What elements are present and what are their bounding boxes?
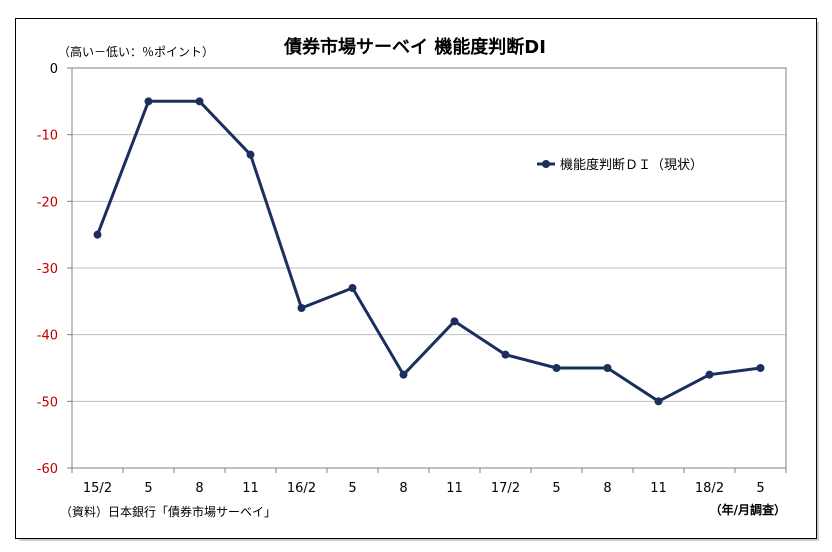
series-group xyxy=(93,97,765,406)
data-point xyxy=(756,364,765,372)
x-tick-label: 11 xyxy=(650,481,667,496)
data-point xyxy=(705,370,714,379)
data-point xyxy=(93,230,102,239)
y-tick-label: -50 xyxy=(37,395,58,410)
data-point xyxy=(195,97,204,106)
x-axis-ticks: 15/2 5 8 11 16/2 5 8 11 17/2 5 8 11 18/2 5 xyxy=(71,468,787,496)
data-point xyxy=(603,364,612,372)
legend-marker-swatch xyxy=(542,160,550,168)
y-tick-label: -60 xyxy=(37,462,58,477)
legend: 機能度判断ＤＩ（現状） xyxy=(537,157,703,173)
x-tick-label: 8 xyxy=(603,481,611,496)
x-tick-label: 15/2 xyxy=(83,481,112,496)
data-point xyxy=(246,150,255,159)
x-tick-label: 18/2 xyxy=(695,481,724,496)
data-point xyxy=(552,364,561,372)
data-point xyxy=(654,397,663,406)
x-tick-label: 11 xyxy=(446,481,463,496)
y-axis-label: （高い－低い：％ポイント） xyxy=(58,44,214,59)
y-tick-label: 0 xyxy=(50,62,58,77)
x-tick-label: 5 xyxy=(348,481,356,496)
source-note: （資料）日本銀行「債券市場サーベイ」 xyxy=(60,504,276,519)
y-tick-label: -40 xyxy=(37,329,58,344)
x-tick-label: 5 xyxy=(144,481,152,496)
chart-title: 債券市場サーベイ 機能度判断DI xyxy=(283,36,546,58)
y-tick-label: -10 xyxy=(37,129,58,144)
x-tick-label: 16/2 xyxy=(287,481,316,496)
y-tick-label: -30 xyxy=(37,262,58,277)
data-point xyxy=(501,350,510,359)
x-tick-label: 5 xyxy=(756,481,764,496)
x-tick-label: 17/2 xyxy=(491,481,520,496)
legend-label: 機能度判断ＤＩ（現状） xyxy=(560,157,703,173)
x-tick-label: 8 xyxy=(399,481,407,496)
x-tick-label: 5 xyxy=(552,481,560,496)
x-tick-label: 11 xyxy=(242,481,259,496)
data-point xyxy=(144,97,153,106)
data-point xyxy=(348,284,357,292)
data-point xyxy=(399,370,408,379)
series-line xyxy=(96,99,761,403)
y-axis-ticks: 0 -10 -20 -30 -40 -50 -60 xyxy=(37,62,72,477)
x-axis-label: （年/月調査） xyxy=(710,502,786,517)
y-tick-label: -20 xyxy=(37,195,58,210)
data-point xyxy=(450,317,459,326)
x-tick-label: 8 xyxy=(195,481,203,496)
data-point xyxy=(297,304,306,312)
grid-lines xyxy=(72,134,786,402)
